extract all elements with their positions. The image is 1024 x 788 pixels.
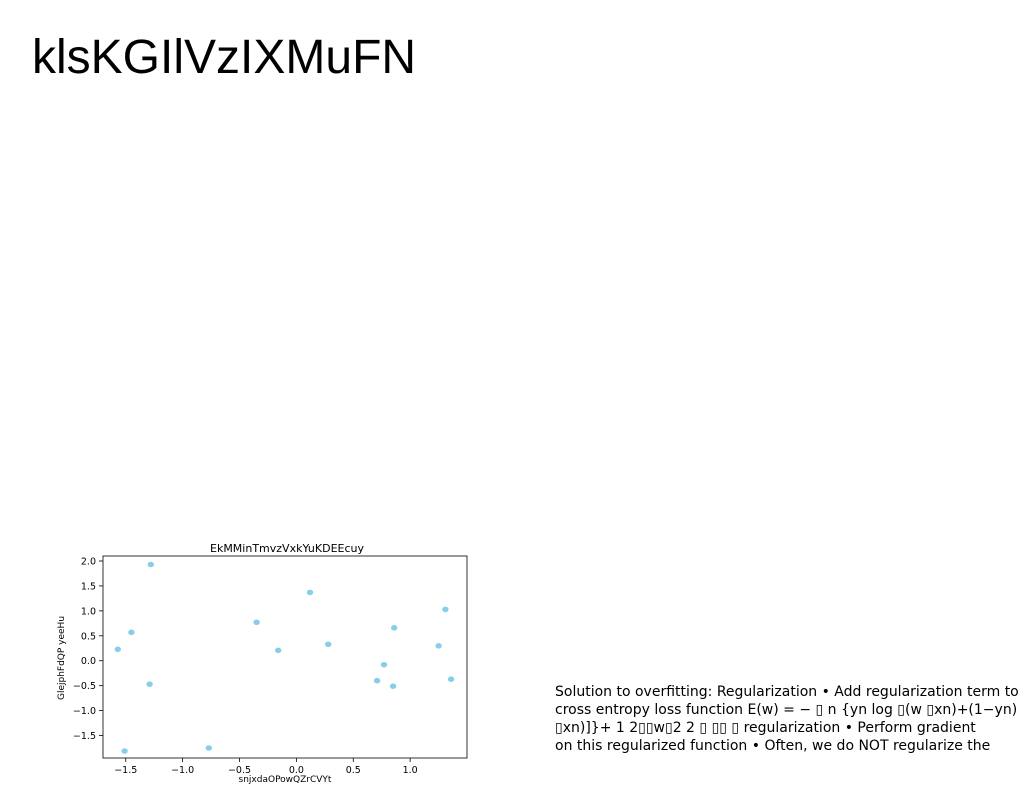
- x-axis-ticks: −1.5 −1.0 −0.5 0.0 0.5 1.0: [114, 758, 418, 776]
- body-text-line: on this regularized function • Often, we…: [555, 738, 991, 754]
- scatter-point: [121, 748, 128, 754]
- x-tick-label: −1.0: [171, 765, 194, 776]
- y-tick-label: −1.5: [73, 731, 96, 742]
- slide-title: klsKGIlVzIXMuFN: [32, 31, 417, 84]
- scatter-point: [389, 683, 397, 689]
- slide-body-text: Solution to overfitting: Regularization …: [555, 683, 1021, 755]
- y-tick-label: 1.0: [81, 606, 96, 617]
- x-axis-label: snjxdaOPowQZrCVYt: [239, 775, 332, 785]
- scatter-point: [380, 661, 388, 668]
- y-axis-label: GlejphFdQP yeeHu: [57, 616, 67, 700]
- x-tick-label: 0.5: [346, 765, 361, 776]
- scatter-point: [373, 677, 381, 684]
- scatter-point: [128, 629, 135, 636]
- scatter-point: [114, 646, 122, 653]
- scatter-point: [147, 561, 154, 568]
- y-tick-label: −0.5: [73, 681, 96, 692]
- points-layer: [114, 561, 455, 754]
- scatter-point: [391, 625, 398, 631]
- y-tick-label: 1.5: [81, 581, 96, 592]
- chart-title: EkMMinTmvzVxkYuKDEEcuy: [210, 542, 364, 555]
- scatter-point: [275, 647, 282, 654]
- y-tick-label: 2.0: [81, 556, 96, 567]
- body-text-line: Solution to overfitting: Regularization …: [555, 684, 1019, 700]
- scatter-point: [306, 589, 314, 596]
- y-tick-label: −1.0: [73, 706, 96, 717]
- y-tick-label: 0.0: [81, 656, 96, 667]
- y-tick-label: 0.5: [81, 631, 96, 642]
- y-axis-ticks: −1.5 −1.0 −0.5 0.0 0.5 1.0 1.5 2.0: [73, 556, 103, 742]
- x-tick-label: 0.0: [289, 765, 304, 776]
- scatter-point: [205, 745, 212, 751]
- scatter-point: [442, 606, 449, 613]
- body-text-line: ▯xn)]}+ 1 2▯▯w▯2 2 ▯ ▯▯ ▯ regularization…: [555, 720, 976, 736]
- scatter-point: [435, 643, 442, 649]
- scatter-point: [325, 641, 332, 648]
- body-text-line: cross entropy loss function E(w) = − ▯ n…: [555, 702, 1018, 718]
- scatter-chart: EkMMinTmvzVxkYuKDEEcuy −1.5 −1.0 −0.5 0.0 0.…: [50, 538, 480, 786]
- scatter-chart-svg: EkMMinTmvzVxkYuKDEEcuy −1.5 −1.0 −0.5 0.0 0.…: [57, 542, 468, 785]
- scatter-point: [146, 681, 153, 687]
- plot-frame: [102, 555, 468, 759]
- x-tick-label: 1.0: [403, 765, 418, 776]
- x-tick-label: −1.5: [114, 765, 137, 776]
- scatter-point: [253, 619, 260, 626]
- x-tick-label: −0.5: [228, 765, 251, 776]
- scatter-point: [447, 676, 455, 682]
